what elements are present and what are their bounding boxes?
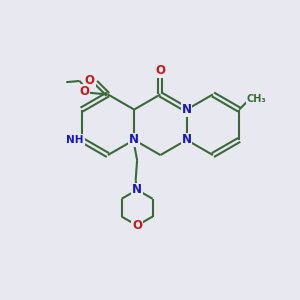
Text: O: O — [79, 85, 89, 98]
Text: N: N — [132, 183, 142, 196]
Text: O: O — [132, 219, 142, 232]
Text: N: N — [182, 103, 192, 116]
Text: CH₃: CH₃ — [246, 94, 266, 103]
Text: N: N — [182, 134, 192, 146]
Text: O: O — [155, 64, 165, 77]
Text: O: O — [85, 74, 95, 87]
Text: N: N — [129, 134, 139, 146]
Text: NH: NH — [66, 135, 84, 145]
